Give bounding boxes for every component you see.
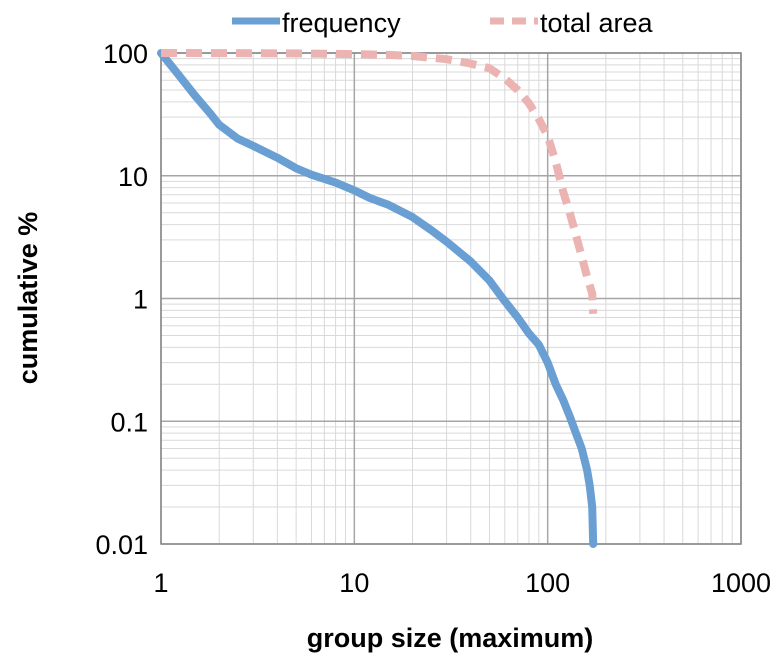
x-tick-labels: 1 10 100 1000 xyxy=(153,568,771,598)
x-tick-label: 10 xyxy=(339,568,369,598)
y-tick-label: 100 xyxy=(103,39,148,69)
legend-label-frequency: frequency xyxy=(282,8,401,38)
series-line-total-area xyxy=(160,49,598,314)
y-tick-label: 0.01 xyxy=(95,530,148,560)
y-tick-label: 0.1 xyxy=(110,407,148,437)
legend: frequency total area xyxy=(232,8,654,38)
y-tick-label: 10 xyxy=(118,162,148,192)
y-tick-labels: 0.01 0.1 1 10 100 xyxy=(95,39,148,560)
plot-area-frame xyxy=(160,52,742,545)
series-layer xyxy=(157,49,598,548)
x-axis-title: group size (maximum) xyxy=(307,623,594,653)
y-axis-title: cumulative % xyxy=(13,212,43,385)
series-line-frequency xyxy=(157,49,598,548)
x-tick-label: 1 xyxy=(153,568,168,598)
legend-label-total-area: total area xyxy=(540,8,654,38)
y-tick-label: 1 xyxy=(133,285,148,315)
x-tick-label: 1000 xyxy=(711,568,771,598)
x-tick-label: 100 xyxy=(525,568,570,598)
